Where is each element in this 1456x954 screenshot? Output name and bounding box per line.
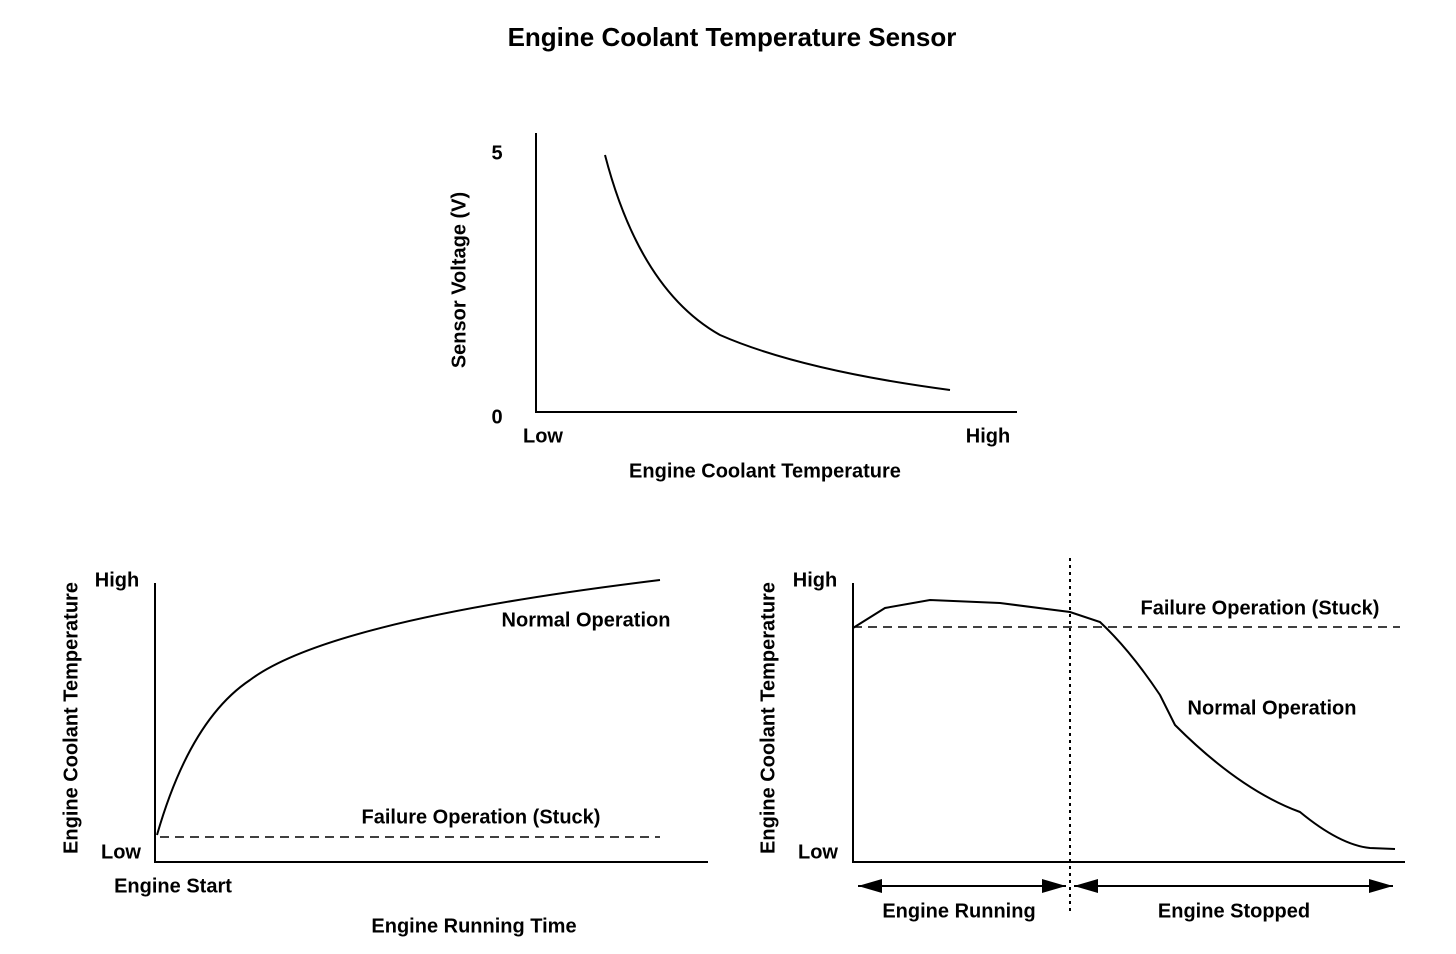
y-low: Low xyxy=(798,841,838,863)
x-label: Engine Coolant Temperature xyxy=(629,460,901,482)
y-label: Engine Coolant Temperature xyxy=(757,582,779,854)
axes xyxy=(154,583,708,863)
failure-label: Failure Operation (Stuck) xyxy=(362,806,601,828)
y-low: Low xyxy=(101,841,141,863)
normal-curve xyxy=(852,598,1396,850)
y-label: Sensor Voltage (V) xyxy=(448,192,470,368)
failure-label: Failure Operation (Stuck) xyxy=(1141,597,1380,619)
y-high: High xyxy=(793,569,837,591)
normal-curve xyxy=(156,579,661,836)
running-label: Engine Running xyxy=(882,900,1035,922)
x-start: Engine Start xyxy=(114,875,232,897)
x-low: Low xyxy=(523,425,563,447)
curve xyxy=(604,154,951,391)
y-low: 0 xyxy=(491,406,502,428)
y-label: Engine Coolant Temperature xyxy=(60,582,82,854)
axes xyxy=(535,133,1017,413)
normal-label: Normal Operation xyxy=(502,609,671,631)
x-label: Engine Running Time xyxy=(371,915,576,937)
normal-label: Normal Operation xyxy=(1188,697,1357,719)
stopped-label: Engine Stopped xyxy=(1158,900,1310,922)
y-high: 5 xyxy=(491,142,502,164)
title: Engine Coolant Temperature Sensor xyxy=(508,22,957,52)
x-high: High xyxy=(966,425,1010,447)
y-high: High xyxy=(95,569,139,591)
axes xyxy=(852,583,1405,863)
